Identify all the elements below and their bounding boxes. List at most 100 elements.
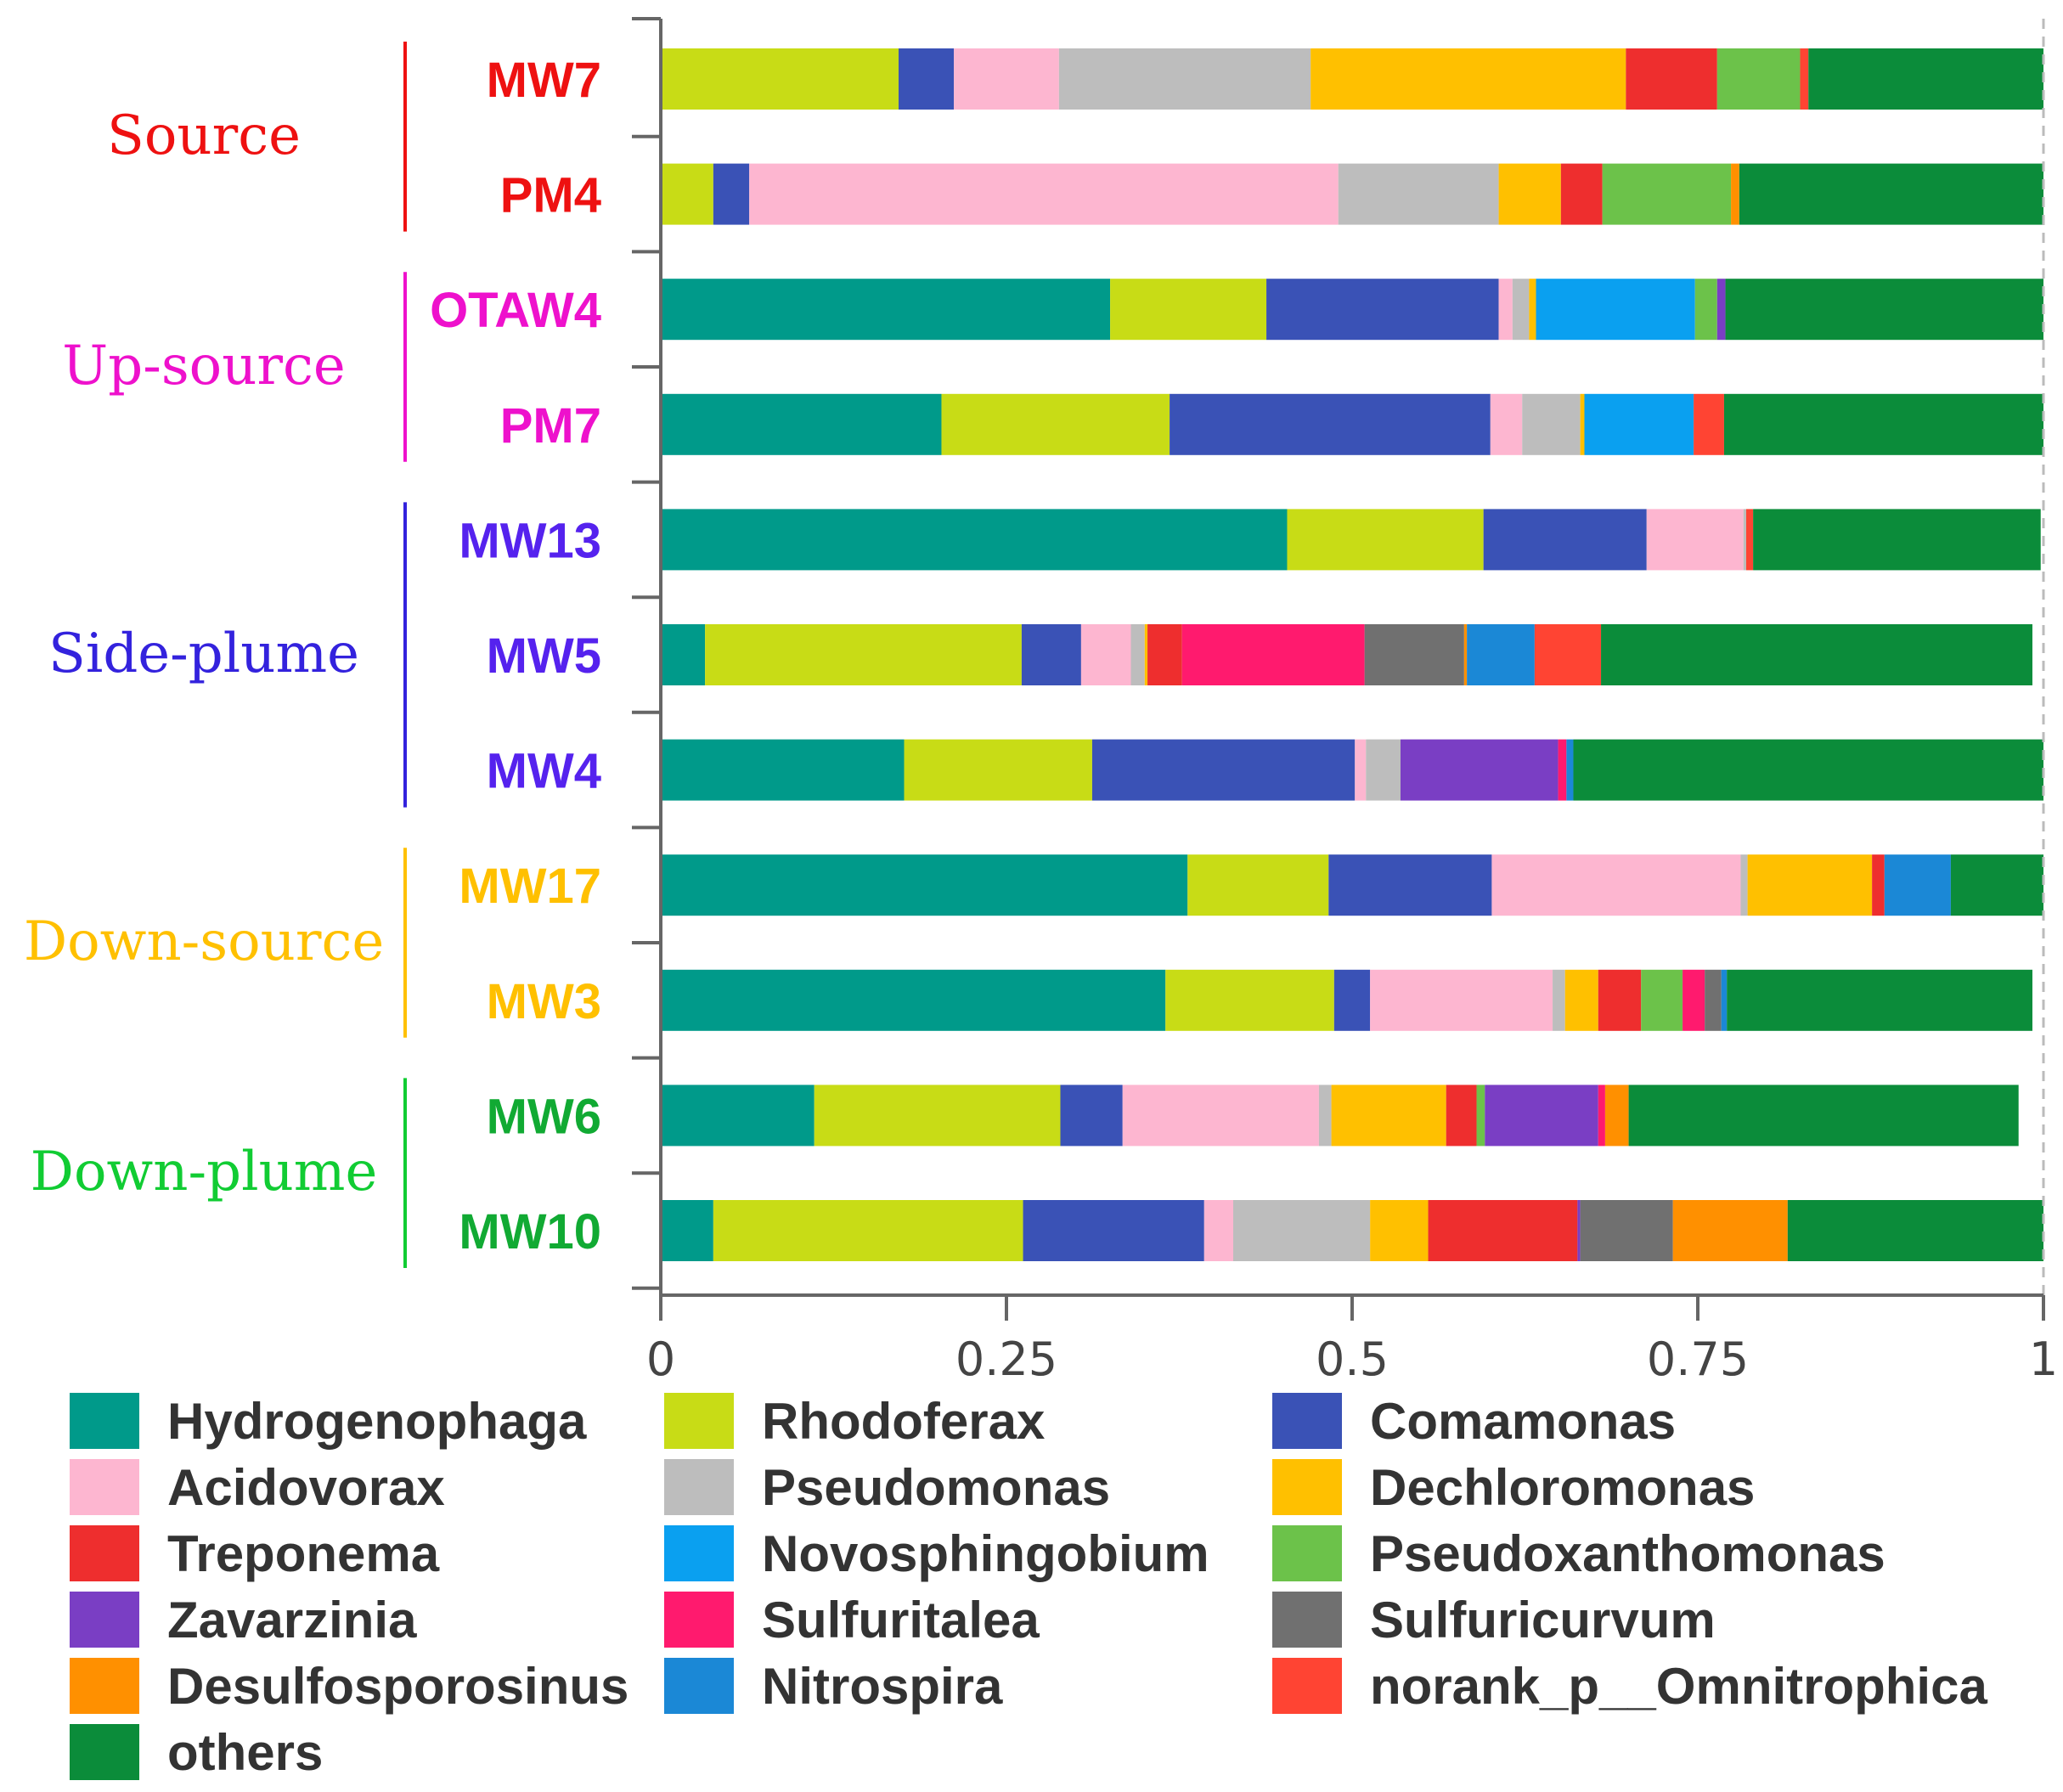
bar-segment-mw7-comamonas xyxy=(899,48,955,110)
legend-label-sulfuricurvum: Sulfuricurvum xyxy=(1370,1592,1716,1648)
bar-segment-mw13-hydrogenophaga xyxy=(661,509,1288,571)
bar-segment-mw5-acidovorax xyxy=(1080,624,1131,685)
bar-segment-pm4-dechloromonas xyxy=(1498,163,1561,225)
legend-swatch-pseudoxanthomonas xyxy=(1272,1525,1342,1581)
bar-segment-otaw4-rhodoferax xyxy=(1110,279,1267,341)
legend-label-acidovorax: Acidovorax xyxy=(167,1459,445,1516)
legend-swatch-norank-p-omnitrophica xyxy=(1272,1658,1342,1714)
bar-segment-mw17-rhodoferax xyxy=(1187,854,1329,916)
bar-segment-mw10-treponema xyxy=(1428,1200,1578,1261)
bar-segment-mw7-dechloromonas xyxy=(1311,48,1626,110)
bar-segment-pm7-rhodoferax xyxy=(941,393,1170,455)
labels-layer: MW7 PM4 OTAW4 PM7 MW13 MW5 MW4 MW17 MW3 MW6 MW10 xyxy=(430,53,601,1259)
bar-segment-mw13-acidovorax xyxy=(1646,509,1744,571)
bar-segment-mw5-desulfosporosinus xyxy=(1463,624,1468,685)
legend-label-sulfuritalea: Sulfuritalea xyxy=(762,1592,1040,1648)
bar-segment-pm7-norank-p-omnitrophica xyxy=(1694,393,1724,455)
legend-label-norank-p-omnitrophica: norank_p__Omnitrophica xyxy=(1370,1658,1987,1715)
bar-segment-mw5-sulfuricurvum xyxy=(1364,624,1464,685)
bar-segment-mw7-treponema xyxy=(1626,48,1717,110)
x-tick-label: 0 xyxy=(646,1333,675,1386)
bar-segment-mw17-nitrospira xyxy=(1884,854,1951,916)
bar-segment-pm7-novosphingobium xyxy=(1584,393,1694,455)
bar-segment-mw4-acidovorax xyxy=(1355,739,1367,801)
sample-label-pm7: PM7 xyxy=(500,398,601,454)
bar-segment-mw6-pseudomonas xyxy=(1318,1085,1332,1147)
legend-label-hydrogenophaga: Hydrogenophaga xyxy=(167,1393,587,1450)
bar-segment-pm4-acidovorax xyxy=(749,163,1339,225)
bar-segment-mw3-nitrospira xyxy=(1721,969,1728,1031)
x-tick-label: 0.5 xyxy=(1316,1333,1389,1386)
legend-label-comamonas: Comamonas xyxy=(1370,1393,1676,1450)
bar-segment-mw4-zavarzinia xyxy=(1400,739,1559,801)
bar-segment-mw3-rhodoferax xyxy=(1165,969,1334,1031)
bar-segment-mw7-pseudoxanthomonas xyxy=(1716,48,1801,110)
bar-segment-mw6-sulfuritalea xyxy=(1598,1085,1605,1147)
bar-segment-mw10-rhodoferax xyxy=(713,1200,1023,1261)
group-label-side-plume: Side-plume xyxy=(48,623,359,685)
bar-segment-mw5-dechloromonas xyxy=(1144,624,1148,685)
legend-swatch-comamonas xyxy=(1272,1393,1342,1449)
bar-segment-mw10-hydrogenophaga xyxy=(661,1200,713,1261)
bar-segment-mw6-others xyxy=(1628,1085,2019,1147)
x-tick-label: 1 xyxy=(2029,1333,2058,1386)
legend-label-dechloromonas: Dechloromonas xyxy=(1370,1459,1755,1516)
sample-label-pm4: PM4 xyxy=(500,168,601,223)
bar-segment-otaw4-dechloromonas xyxy=(1529,279,1536,341)
sample-label-mw6: MW6 xyxy=(487,1089,601,1144)
x-tick-label: 0.75 xyxy=(1647,1333,1749,1386)
bar-segment-mw6-zavarzinia xyxy=(1485,1085,1598,1147)
legend-swatch-zavarzinia xyxy=(70,1592,139,1648)
bar-segment-pm4-comamonas xyxy=(713,163,750,225)
bar-segment-pm7-hydrogenophaga xyxy=(661,393,942,455)
bar-segment-mw10-pseudomonas xyxy=(1232,1200,1371,1261)
legend-layer: Hydrogenophaga Rhodoferax Comamonas Acidovo… xyxy=(70,1393,1987,1781)
bar-segment-mw10-desulfosporosinus xyxy=(1672,1200,1788,1261)
bar-segment-pm7-others xyxy=(1723,393,2043,455)
bar-segment-mw6-dechloromonas xyxy=(1331,1085,1446,1147)
bar-segment-mw3-acidovorax xyxy=(1370,969,1553,1031)
bar-segment-mw7-acidovorax xyxy=(954,48,1059,110)
bar-segment-mw10-dechloromonas xyxy=(1370,1200,1429,1261)
bar-segment-pm7-pseudomonas xyxy=(1522,393,1581,455)
legend-swatch-novosphingobium xyxy=(664,1525,734,1581)
bar-segment-pm4-rhodoferax xyxy=(661,163,713,225)
bar-segment-mw13-comamonas xyxy=(1483,509,1647,571)
bar-segment-mw5-others xyxy=(1601,624,2032,685)
bar-segment-mw5-hydrogenophaga xyxy=(661,624,706,685)
legend-swatch-sulfuricurvum xyxy=(1272,1592,1342,1648)
bar-segment-otaw4-comamonas xyxy=(1266,279,1499,341)
legend-swatch-desulfosporosinus xyxy=(70,1658,139,1714)
bar-segment-pm4-treponema xyxy=(1560,163,1603,225)
bar-segment-mw13-pseudomonas xyxy=(1743,509,1746,571)
bar-segment-mw3-treponema xyxy=(1598,969,1642,1031)
bar-segment-mw6-comamonas xyxy=(1060,1085,1123,1147)
legend-label-others: others xyxy=(167,1724,323,1781)
bars-layer xyxy=(661,48,2043,1261)
bar-segment-mw3-pseudomonas xyxy=(1553,969,1565,1031)
bar-segment-mw13-others xyxy=(1753,509,2041,571)
axes-layer: 0 0.25 0.5 0.75 1 xyxy=(632,17,2058,1386)
groups-layer: Source Up-source Side-plume Down-source Down… xyxy=(24,42,407,1268)
group-label-down-plume: Down-plume xyxy=(31,1141,378,1203)
bar-segment-mw7-pseudomonas xyxy=(1058,48,1311,110)
bar-segment-mw3-pseudoxanthomonas xyxy=(1641,969,1683,1031)
legend-label-pseudomonas: Pseudomonas xyxy=(762,1459,1110,1516)
bar-segment-mw6-desulfosporosinus xyxy=(1604,1085,1629,1147)
bar-segment-mw10-acidovorax xyxy=(1203,1200,1233,1261)
bar-segment-mw7-others xyxy=(1808,48,2043,110)
legend-label-desulfosporosinus: Desulfosporosinus xyxy=(167,1658,628,1715)
bar-segment-mw17-dechloromonas xyxy=(1747,854,1873,916)
bar-segment-mw17-comamonas xyxy=(1328,854,1492,916)
bar-segment-mw4-nitrospira xyxy=(1566,739,1574,801)
bar-segment-pm4-pseudomonas xyxy=(1338,163,1499,225)
legend-label-treponema: Treponema xyxy=(167,1525,440,1582)
legend-label-novosphingobium: Novosphingobium xyxy=(762,1525,1209,1582)
bar-segment-otaw4-acidovorax xyxy=(1498,279,1513,341)
sample-label-mw7: MW7 xyxy=(487,53,601,108)
bar-segment-mw4-sulfuritalea xyxy=(1558,739,1567,801)
bar-segment-otaw4-hydrogenophaga xyxy=(661,279,1111,341)
bar-segment-pm4-desulfosporosinus xyxy=(1731,163,1739,225)
bar-segment-mw3-sulfuricurvum xyxy=(1705,969,1722,1031)
bar-segment-mw3-dechloromonas xyxy=(1564,969,1598,1031)
